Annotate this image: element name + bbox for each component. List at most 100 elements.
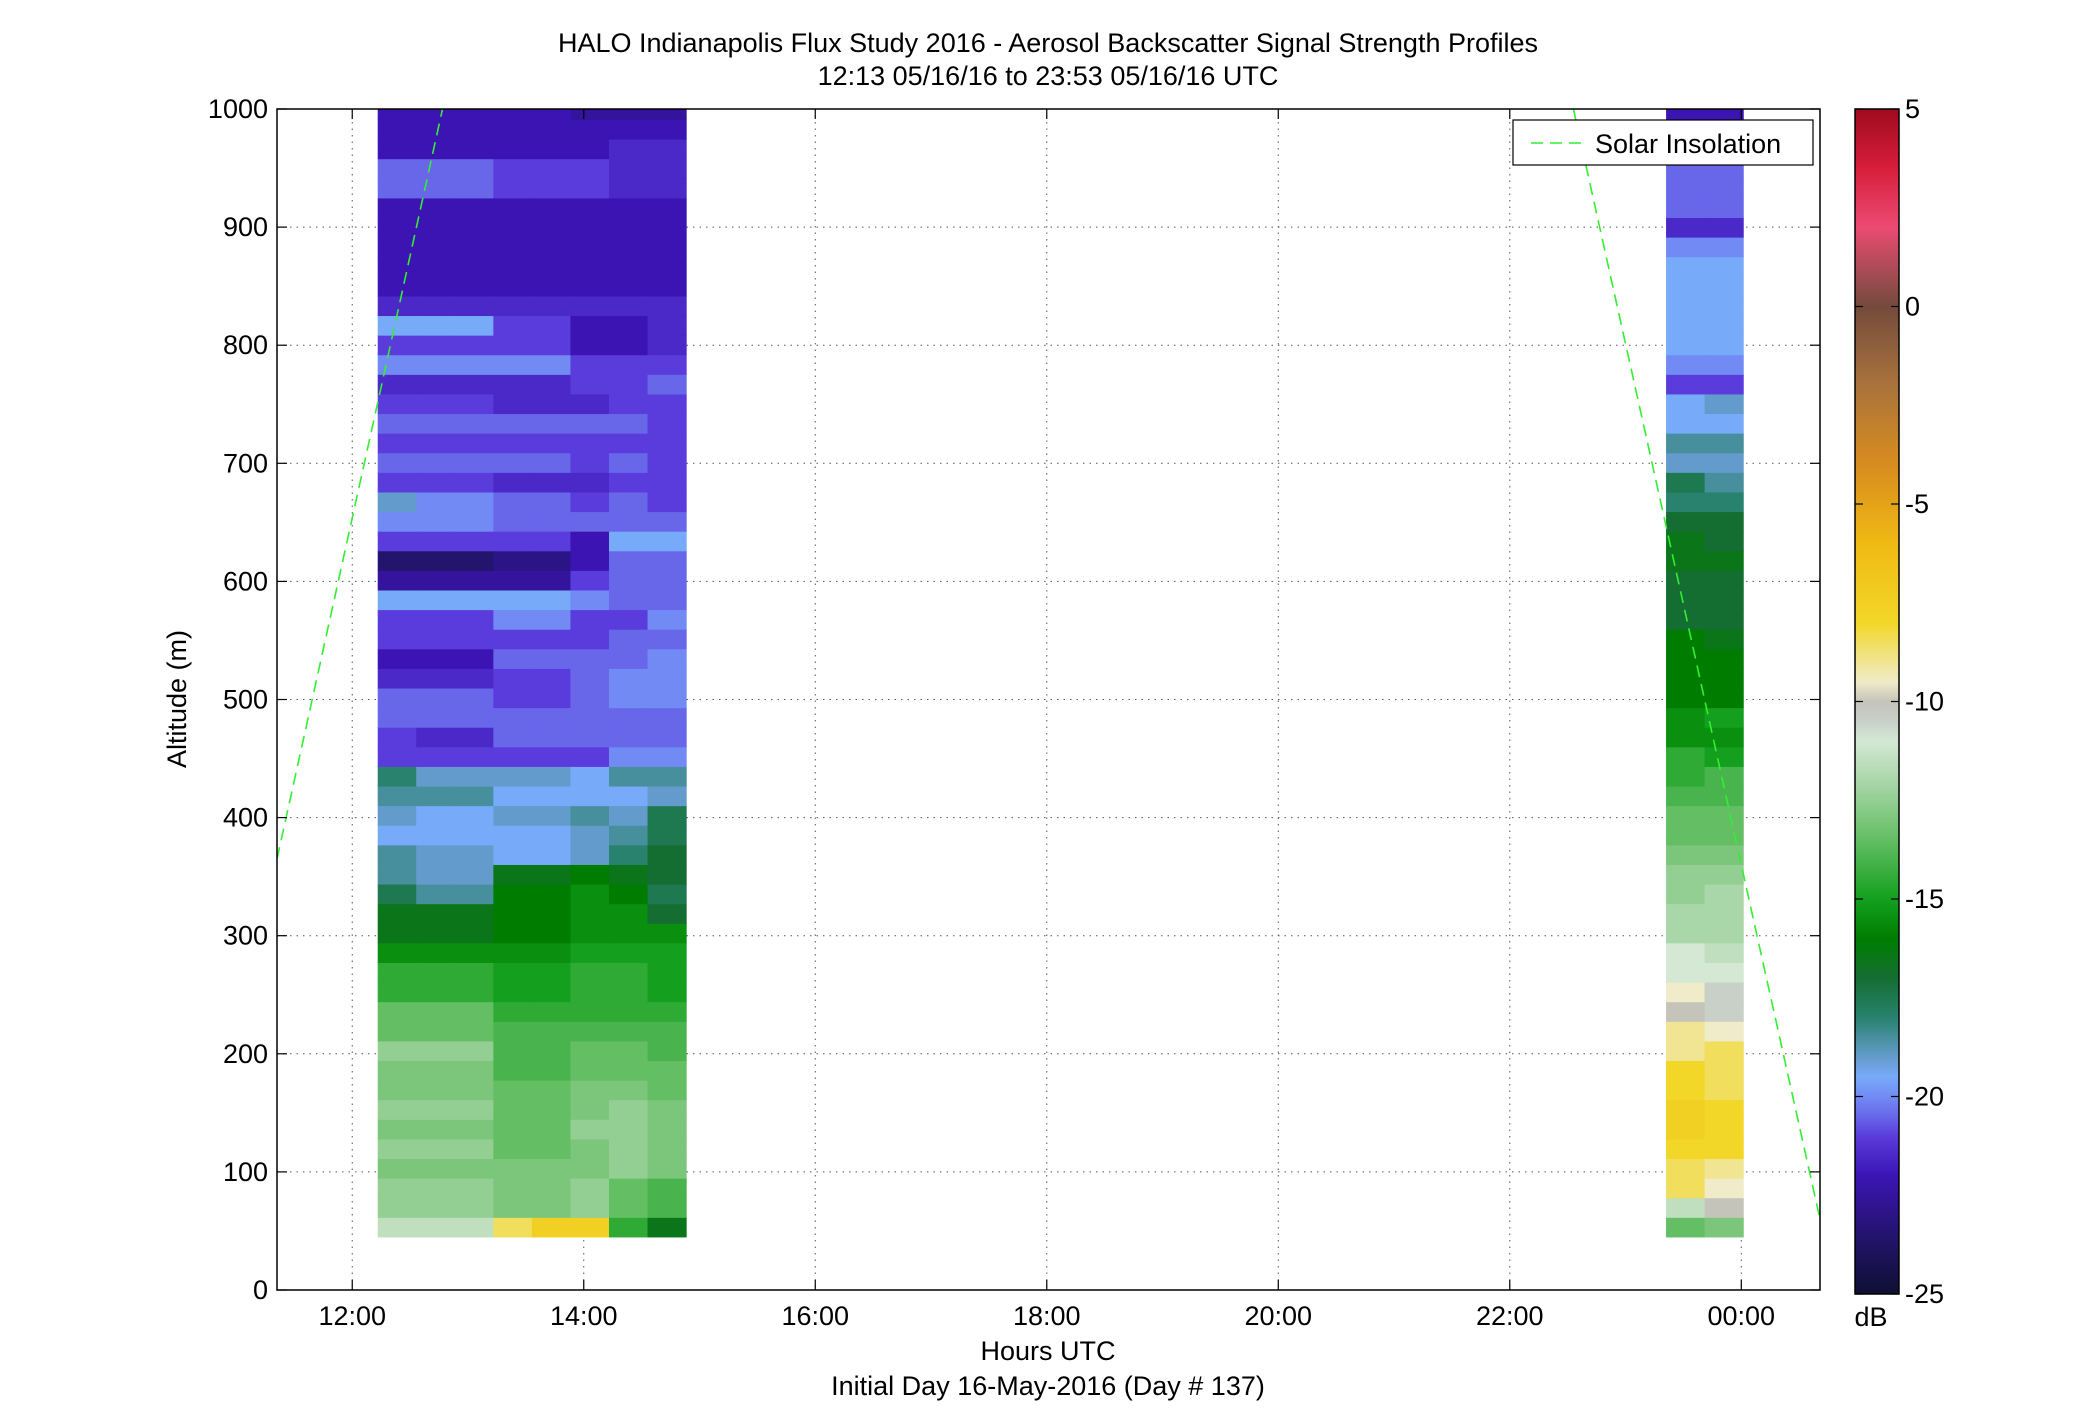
heatmap-cell bbox=[608, 785, 649, 807]
heatmap-cell bbox=[570, 982, 610, 1003]
heatmap-cell bbox=[531, 511, 572, 532]
heatmap-cell bbox=[1666, 335, 1706, 356]
heatmap-cell bbox=[608, 374, 649, 395]
heatmap-cell bbox=[377, 1040, 417, 1062]
heatmap-cell bbox=[493, 1021, 533, 1042]
heatmap-cell bbox=[531, 413, 572, 434]
heatmap-cell bbox=[608, 237, 649, 258]
heatmap-cell bbox=[531, 1080, 572, 1101]
heatmap-cell bbox=[493, 413, 533, 434]
heatmap-cell bbox=[377, 413, 417, 434]
y-tick-label: 900 bbox=[223, 212, 268, 242]
heatmap-cell bbox=[493, 1099, 533, 1120]
heatmap-cell bbox=[647, 1021, 687, 1042]
heatmap-cell bbox=[377, 1060, 417, 1081]
heatmap-cell bbox=[531, 629, 572, 650]
heatmap-cell bbox=[377, 276, 417, 297]
heatmap-cell bbox=[1666, 766, 1706, 787]
heatmap-cell bbox=[493, 276, 533, 297]
heatmap-cell bbox=[1704, 707, 1744, 728]
heatmap-cell bbox=[647, 237, 687, 258]
heatmap-cell bbox=[377, 570, 417, 591]
heatmap-cell bbox=[416, 374, 456, 395]
colorbar-tick-label: 5 bbox=[1905, 94, 1920, 124]
heatmap-cell bbox=[454, 1080, 494, 1101]
heatmap-cell bbox=[1666, 864, 1706, 885]
heatmap-cell bbox=[570, 178, 610, 199]
heatmap-cell bbox=[1704, 472, 1744, 493]
heatmap-cell bbox=[531, 335, 572, 356]
heatmap-cell bbox=[647, 982, 687, 1003]
heatmap-cell bbox=[570, 785, 610, 807]
heatmap-cell bbox=[454, 942, 494, 963]
heatmap-cell bbox=[493, 962, 533, 983]
heatmap-cell bbox=[377, 472, 417, 493]
heatmap-cell bbox=[570, 668, 610, 689]
heatmap-cell bbox=[647, 766, 687, 787]
heatmap-cell bbox=[454, 1021, 494, 1042]
heatmap-cell bbox=[647, 785, 687, 807]
heatmap-cell bbox=[454, 570, 494, 591]
heatmap-cell bbox=[454, 864, 494, 885]
heatmap-cell bbox=[531, 531, 572, 552]
heatmap-cell bbox=[1666, 354, 1706, 375]
heatmap-cell bbox=[493, 727, 533, 748]
heatmap-cell bbox=[608, 1119, 649, 1140]
heatmap-cell bbox=[416, 883, 456, 905]
heatmap-cell bbox=[531, 609, 572, 630]
heatmap-cell bbox=[570, 1040, 610, 1062]
heatmap-cell bbox=[531, 374, 572, 395]
heatmap-cell bbox=[570, 1001, 610, 1022]
heatmap-cell bbox=[1704, 1178, 1744, 1199]
heatmap-cell bbox=[1666, 511, 1706, 532]
heatmap-cell bbox=[647, 197, 687, 219]
heatmap-cell bbox=[647, 472, 687, 493]
heatmap-cell bbox=[416, 1099, 456, 1120]
heatmap-cell bbox=[416, 1138, 456, 1160]
heatmap-cell bbox=[1666, 903, 1706, 924]
heatmap-cell bbox=[416, 844, 456, 865]
heatmap-cell bbox=[416, 648, 456, 669]
heatmap-cell bbox=[570, 256, 610, 277]
heatmap-cell bbox=[1704, 844, 1744, 865]
heatmap-cell bbox=[647, 335, 687, 356]
heatmap-cell bbox=[1666, 178, 1706, 199]
heatmap-cell bbox=[377, 707, 417, 728]
heatmap-cell bbox=[454, 609, 494, 630]
heatmap-cell bbox=[531, 1099, 572, 1120]
heatmap-cell bbox=[608, 982, 649, 1003]
heatmap-cell bbox=[1704, 589, 1744, 611]
heatmap-cell bbox=[647, 531, 687, 552]
heatmap-cell bbox=[531, 178, 572, 199]
heatmap-cell bbox=[416, 766, 456, 787]
heatmap-cell bbox=[1666, 1021, 1706, 1042]
heatmap-cell bbox=[377, 197, 417, 219]
heatmap-cell bbox=[570, 825, 610, 846]
heatmap-cell bbox=[454, 746, 494, 767]
heatmap-cell bbox=[416, 550, 456, 571]
heatmap-cell bbox=[1704, 511, 1744, 532]
heatmap-cell bbox=[1666, 109, 1706, 120]
heatmap-cell bbox=[1704, 393, 1744, 415]
heatmap-cell bbox=[454, 139, 494, 160]
heatmap-cell bbox=[1666, 550, 1706, 571]
heatmap-cell bbox=[1704, 883, 1744, 905]
heatmap-cell bbox=[647, 609, 687, 630]
heatmap-cell bbox=[416, 139, 456, 160]
heatmap-cell bbox=[608, 629, 649, 650]
heatmap-cell bbox=[531, 707, 572, 728]
heatmap-cell bbox=[454, 550, 494, 571]
heatmap-cell bbox=[647, 550, 687, 571]
heatmap-cell bbox=[531, 982, 572, 1003]
heatmap-cell bbox=[377, 550, 417, 571]
heatmap-cell bbox=[1704, 1217, 1744, 1238]
heatmap-cell bbox=[493, 531, 533, 552]
y-tick-label: 100 bbox=[223, 1157, 268, 1187]
heatmap-cell bbox=[570, 707, 610, 728]
heatmap-cell bbox=[531, 433, 572, 454]
heatmap-cell bbox=[493, 785, 533, 807]
heatmap-cell bbox=[608, 825, 649, 846]
heatmap-cell bbox=[1704, 433, 1744, 454]
heatmap-cell bbox=[647, 942, 687, 963]
heatmap-cell bbox=[608, 119, 649, 140]
